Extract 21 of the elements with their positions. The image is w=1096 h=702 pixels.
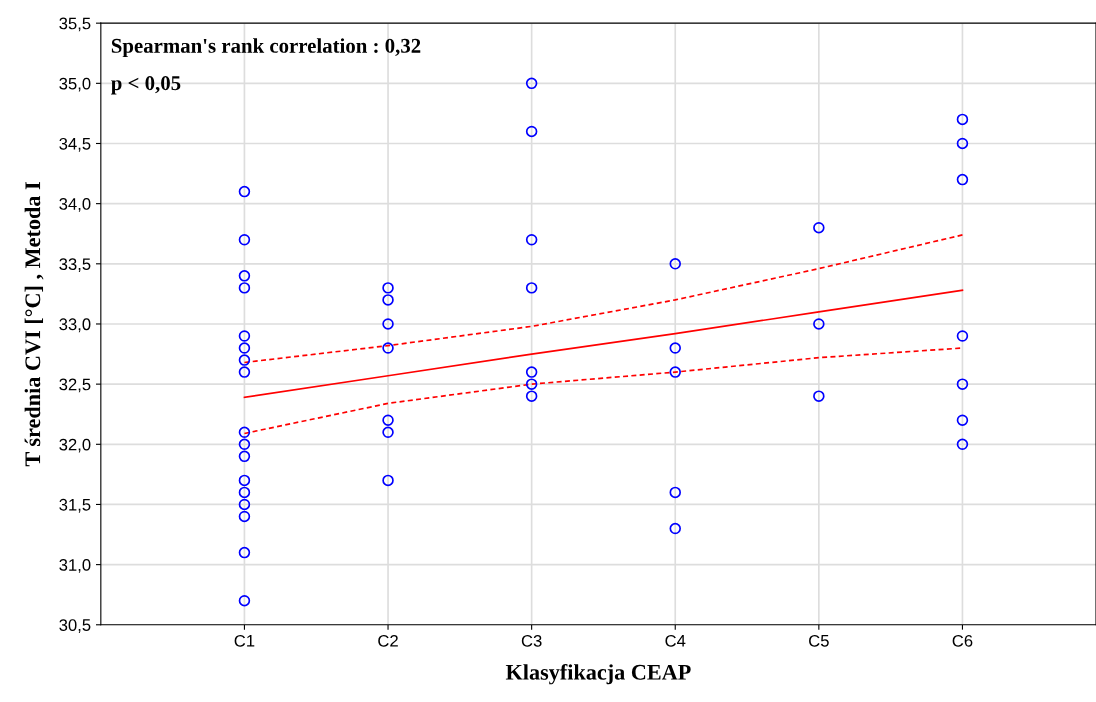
y-tick-label: 34,0 [59, 198, 91, 212]
y-tick-label: 33,0 [59, 318, 91, 333]
y-tick-label: 34,5 [59, 137, 91, 152]
y-tick-label: 31,5 [59, 498, 91, 513]
x-tick-label: C6 [952, 634, 973, 647]
y-tick-label: 32,0 [59, 438, 91, 453]
x-tick-label: C3 [521, 634, 542, 647]
x-tick-label: C5 [809, 634, 829, 647]
x-tick-label: C4 [665, 634, 686, 647]
y-tick-label: 32,5 [59, 378, 91, 393]
x-tick-label: C1 [234, 634, 255, 647]
y-tick-label: 31,0 [59, 559, 91, 573]
x-axis-title: Klasyfikacja CEAP [505, 663, 691, 685]
y-tick-label: 30,5 [59, 619, 91, 633]
annotation: Spearman's rank correlation : 0,32 [111, 38, 421, 58]
y-tick-label: 35,5 [59, 17, 91, 32]
y-tick-label: 35,0 [59, 77, 91, 92]
x-tick-label: C2 [378, 634, 398, 647]
annotation: p < 0,05 [111, 76, 181, 95]
y-axis-title: T średnia CVI [°C] , Metoda I [24, 182, 44, 467]
y-tick-label: 33,5 [59, 258, 91, 272]
